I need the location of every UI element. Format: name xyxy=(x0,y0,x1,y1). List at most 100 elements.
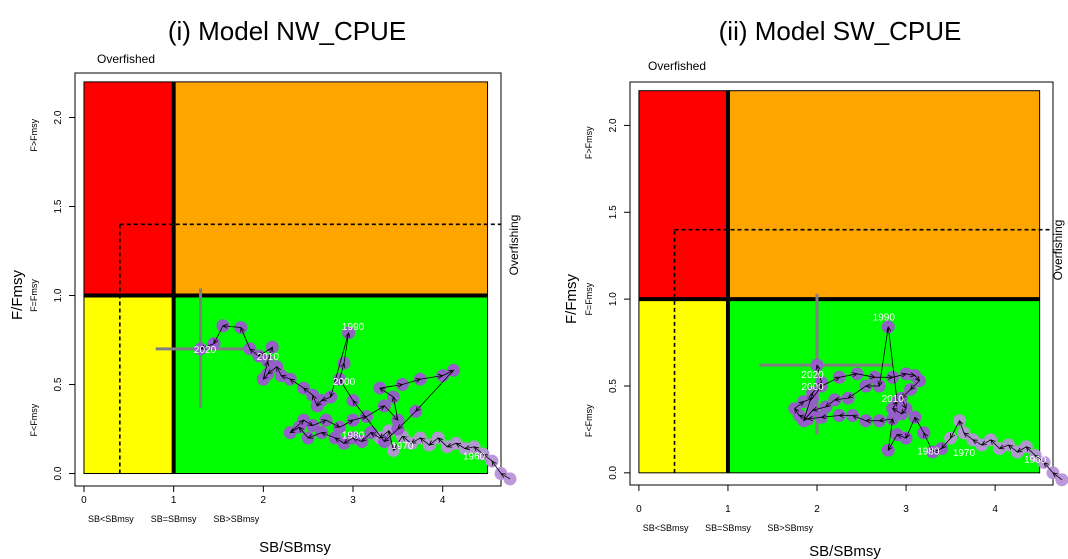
zone-overfishing xyxy=(173,81,488,296)
trajectory-segment xyxy=(482,453,493,462)
trajectory-segment xyxy=(447,442,457,448)
trajectory-segment xyxy=(892,401,898,409)
trajectory-segment xyxy=(999,444,1009,449)
zone-outline xyxy=(83,81,489,475)
trajectory-segment xyxy=(923,432,934,453)
trajectory-segment xyxy=(222,325,241,328)
trajectory-segment xyxy=(429,437,439,446)
trajectory-segment xyxy=(914,417,925,434)
trajectory-segment xyxy=(240,327,251,350)
trajectory-segment xyxy=(267,366,278,375)
x-zone-label: SB<SBmsy xyxy=(88,514,134,524)
trajectory-segment xyxy=(897,434,907,439)
trajectory-segment xyxy=(281,375,291,380)
trajectory-segment xyxy=(392,396,399,421)
trajectory-segment xyxy=(343,332,349,364)
stock-status-zones xyxy=(83,81,489,475)
x-tick-label: 1 xyxy=(171,495,177,506)
trajectory-segment xyxy=(298,426,309,439)
trajectory-segment xyxy=(914,375,920,382)
stock-status-zones xyxy=(638,90,1041,474)
trajectory-segment xyxy=(249,348,260,357)
trajectory-segment xyxy=(878,326,889,387)
trajectory-segment xyxy=(879,418,893,422)
trajectory-path xyxy=(199,323,511,480)
trajectory-segment xyxy=(473,446,484,455)
trajectory-segment xyxy=(339,378,354,401)
trajectory-segment xyxy=(442,369,454,376)
trajectory-segment xyxy=(420,437,430,446)
trajectory-segment xyxy=(847,385,867,399)
trajectory-segment xyxy=(950,420,960,439)
trajectory-segment xyxy=(834,397,849,401)
x-zone-label: SB>SBmsy xyxy=(214,514,260,524)
trajectory-segment xyxy=(420,375,443,380)
trajectory-segment xyxy=(455,442,466,449)
trajectory-segment xyxy=(384,405,399,421)
trajectory-segment xyxy=(500,473,511,480)
trajectory-segment xyxy=(200,343,215,350)
y-axis-label: F/Fmsy xyxy=(563,274,580,324)
trajectory-segment xyxy=(437,437,448,448)
trajectory-segment xyxy=(339,363,345,380)
trajectory-segment xyxy=(1034,455,1045,463)
trajectory-segment xyxy=(465,446,475,450)
trajectory-segment xyxy=(803,392,813,421)
x-zone-label: SB<SBmsy xyxy=(643,523,689,533)
zone-overfished xyxy=(638,299,728,473)
zone-overfished-overfishing xyxy=(83,81,174,296)
trajectory-arrowhead xyxy=(199,344,206,350)
trajectory-segment xyxy=(887,418,894,451)
trajectory-segment xyxy=(990,439,1000,449)
trajectory-segment xyxy=(321,432,336,439)
trajectory-segment xyxy=(1026,446,1036,456)
trajectory-segment xyxy=(352,400,385,442)
trajectory-segment xyxy=(794,408,800,416)
x-tick-label: 2 xyxy=(814,504,820,515)
x-tick-label: 1 xyxy=(725,504,731,515)
trajectory-segment xyxy=(941,437,951,449)
y-tick-label: 1.0 xyxy=(608,292,619,306)
trajectory-segment xyxy=(887,434,898,451)
x-zone-label: SB=SBmsy xyxy=(151,514,197,524)
zone-outline xyxy=(638,90,1041,474)
chart-title: (ii) Model SW_CPUE xyxy=(719,16,962,46)
trajectory-segment xyxy=(334,437,345,444)
trajectory-segment xyxy=(794,401,804,409)
year-label: 1990 xyxy=(342,322,365,333)
y-tick-label: 0.0 xyxy=(608,465,619,479)
y-axis-label: F/Fmsy xyxy=(9,270,26,320)
trajectory-segment xyxy=(343,437,354,444)
trajectory-segment xyxy=(415,370,454,412)
x-tick-label: 4 xyxy=(992,504,998,515)
trajectory-segment xyxy=(303,387,313,396)
y-zone-label: F>Fmsy xyxy=(584,126,594,159)
trajectory-segment xyxy=(303,419,313,426)
trajectory-segment xyxy=(262,361,269,380)
trajectory-segment xyxy=(901,397,907,409)
trajectory-segment xyxy=(821,376,840,387)
year-label: 1960 xyxy=(1024,455,1047,466)
axes: 0 1 2 3 4 0.0 0.5 1.0 1.5 2.0 SB<SBmsy SB=SBmsy SB>S… xyxy=(29,110,446,524)
trajectory-segment xyxy=(397,410,417,430)
trajectory-segment xyxy=(981,439,991,446)
trajectory-segment xyxy=(384,428,399,442)
trajectory-segment xyxy=(379,384,403,389)
trajectory-segment xyxy=(803,410,813,421)
trajectory-segment xyxy=(812,385,822,399)
trajectory-segment xyxy=(366,405,385,417)
zone-overfished xyxy=(83,295,174,474)
trajectory-segment xyxy=(1017,446,1027,453)
trajectory-segment xyxy=(361,432,372,442)
trajectory-segment xyxy=(1052,472,1063,481)
trajectory-segment xyxy=(887,326,898,402)
zone-overfishing xyxy=(727,90,1040,300)
y-tick-label: 2.0 xyxy=(608,118,619,132)
trajectory-segment xyxy=(963,432,974,441)
x-tick-label: 0 xyxy=(636,504,642,515)
year-label: 2020 xyxy=(194,345,217,356)
zone-overfished-overfishing xyxy=(638,90,728,300)
trajectory-segment xyxy=(812,406,827,411)
overfishing-label: Overfishing xyxy=(1051,220,1065,281)
